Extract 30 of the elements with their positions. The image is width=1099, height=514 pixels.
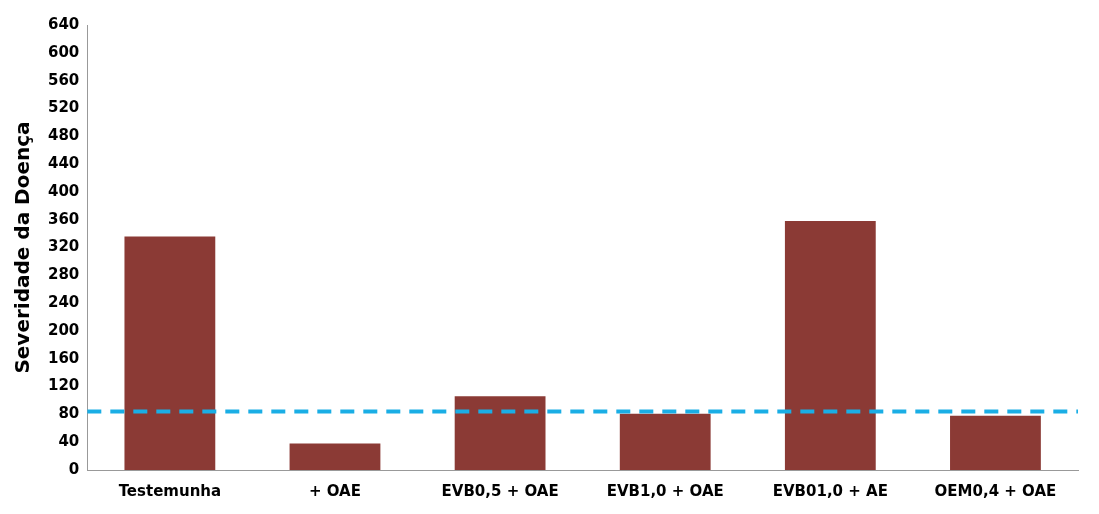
y-tick-label: 400 <box>48 181 80 200</box>
bar <box>454 396 546 470</box>
y-tick-label: 560 <box>48 70 80 89</box>
y-tick-label: 160 <box>48 348 80 367</box>
x-tick-label: EVB0,5 + OAE <box>441 481 559 500</box>
bar <box>124 236 216 470</box>
y-tick-label: 120 <box>48 376 80 395</box>
y-tick-label: 200 <box>48 320 80 339</box>
y-tick-label: 360 <box>48 209 80 228</box>
y-tick-label: 240 <box>48 293 80 312</box>
x-tick-label: EVB01,0 + AE <box>772 481 888 500</box>
bar <box>950 415 1041 470</box>
y-tick-label: 80 <box>58 404 80 423</box>
bar <box>784 221 876 470</box>
bar <box>619 413 711 470</box>
y-tick-label: 0 <box>68 459 80 478</box>
y-tick-label: 440 <box>48 153 80 172</box>
x-tick-label: EVB1,0 + OAE <box>606 481 724 500</box>
y-tick-label: 40 <box>58 432 80 451</box>
y-tick-label: 480 <box>48 126 80 145</box>
bar <box>289 443 381 470</box>
y-tick-label: 600 <box>48 42 80 61</box>
y-tick-label: 640 <box>48 14 80 33</box>
x-tick-label: OEM0,4 + OAE <box>934 481 1057 500</box>
x-tick-label: + OAE <box>308 481 361 500</box>
y-tick-label: 280 <box>48 265 80 284</box>
y-axis-title: Severidade da Doença <box>10 121 35 374</box>
x-tick-label: Testemunha <box>118 481 222 500</box>
y-tick-label: 520 <box>48 98 80 117</box>
y-tick-label: 320 <box>48 237 80 256</box>
